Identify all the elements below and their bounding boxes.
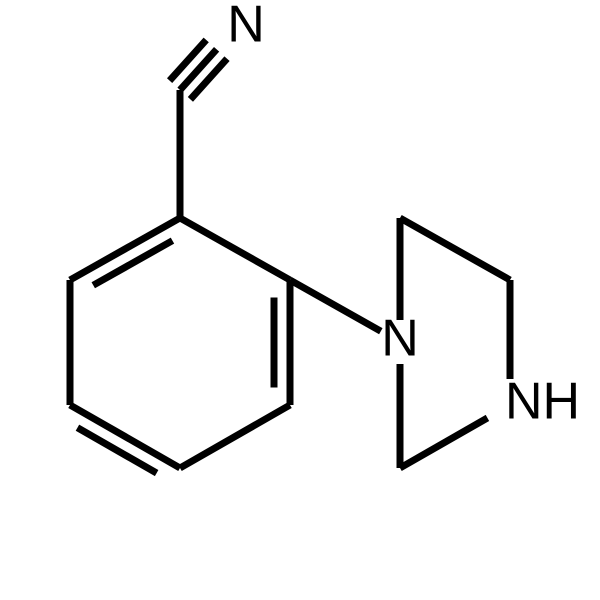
bond [400, 218, 510, 280]
bond [400, 418, 487, 468]
atom-label: NH [505, 373, 580, 431]
bond [180, 218, 290, 280]
bond [190, 59, 227, 100]
bond [180, 49, 217, 90]
atom-label: N [227, 0, 265, 54]
bond [290, 280, 381, 331]
atom-label: N [381, 310, 419, 368]
bond [170, 40, 207, 81]
bond [180, 405, 290, 468]
molecule-canvas: N N NH [0, 0, 600, 600]
